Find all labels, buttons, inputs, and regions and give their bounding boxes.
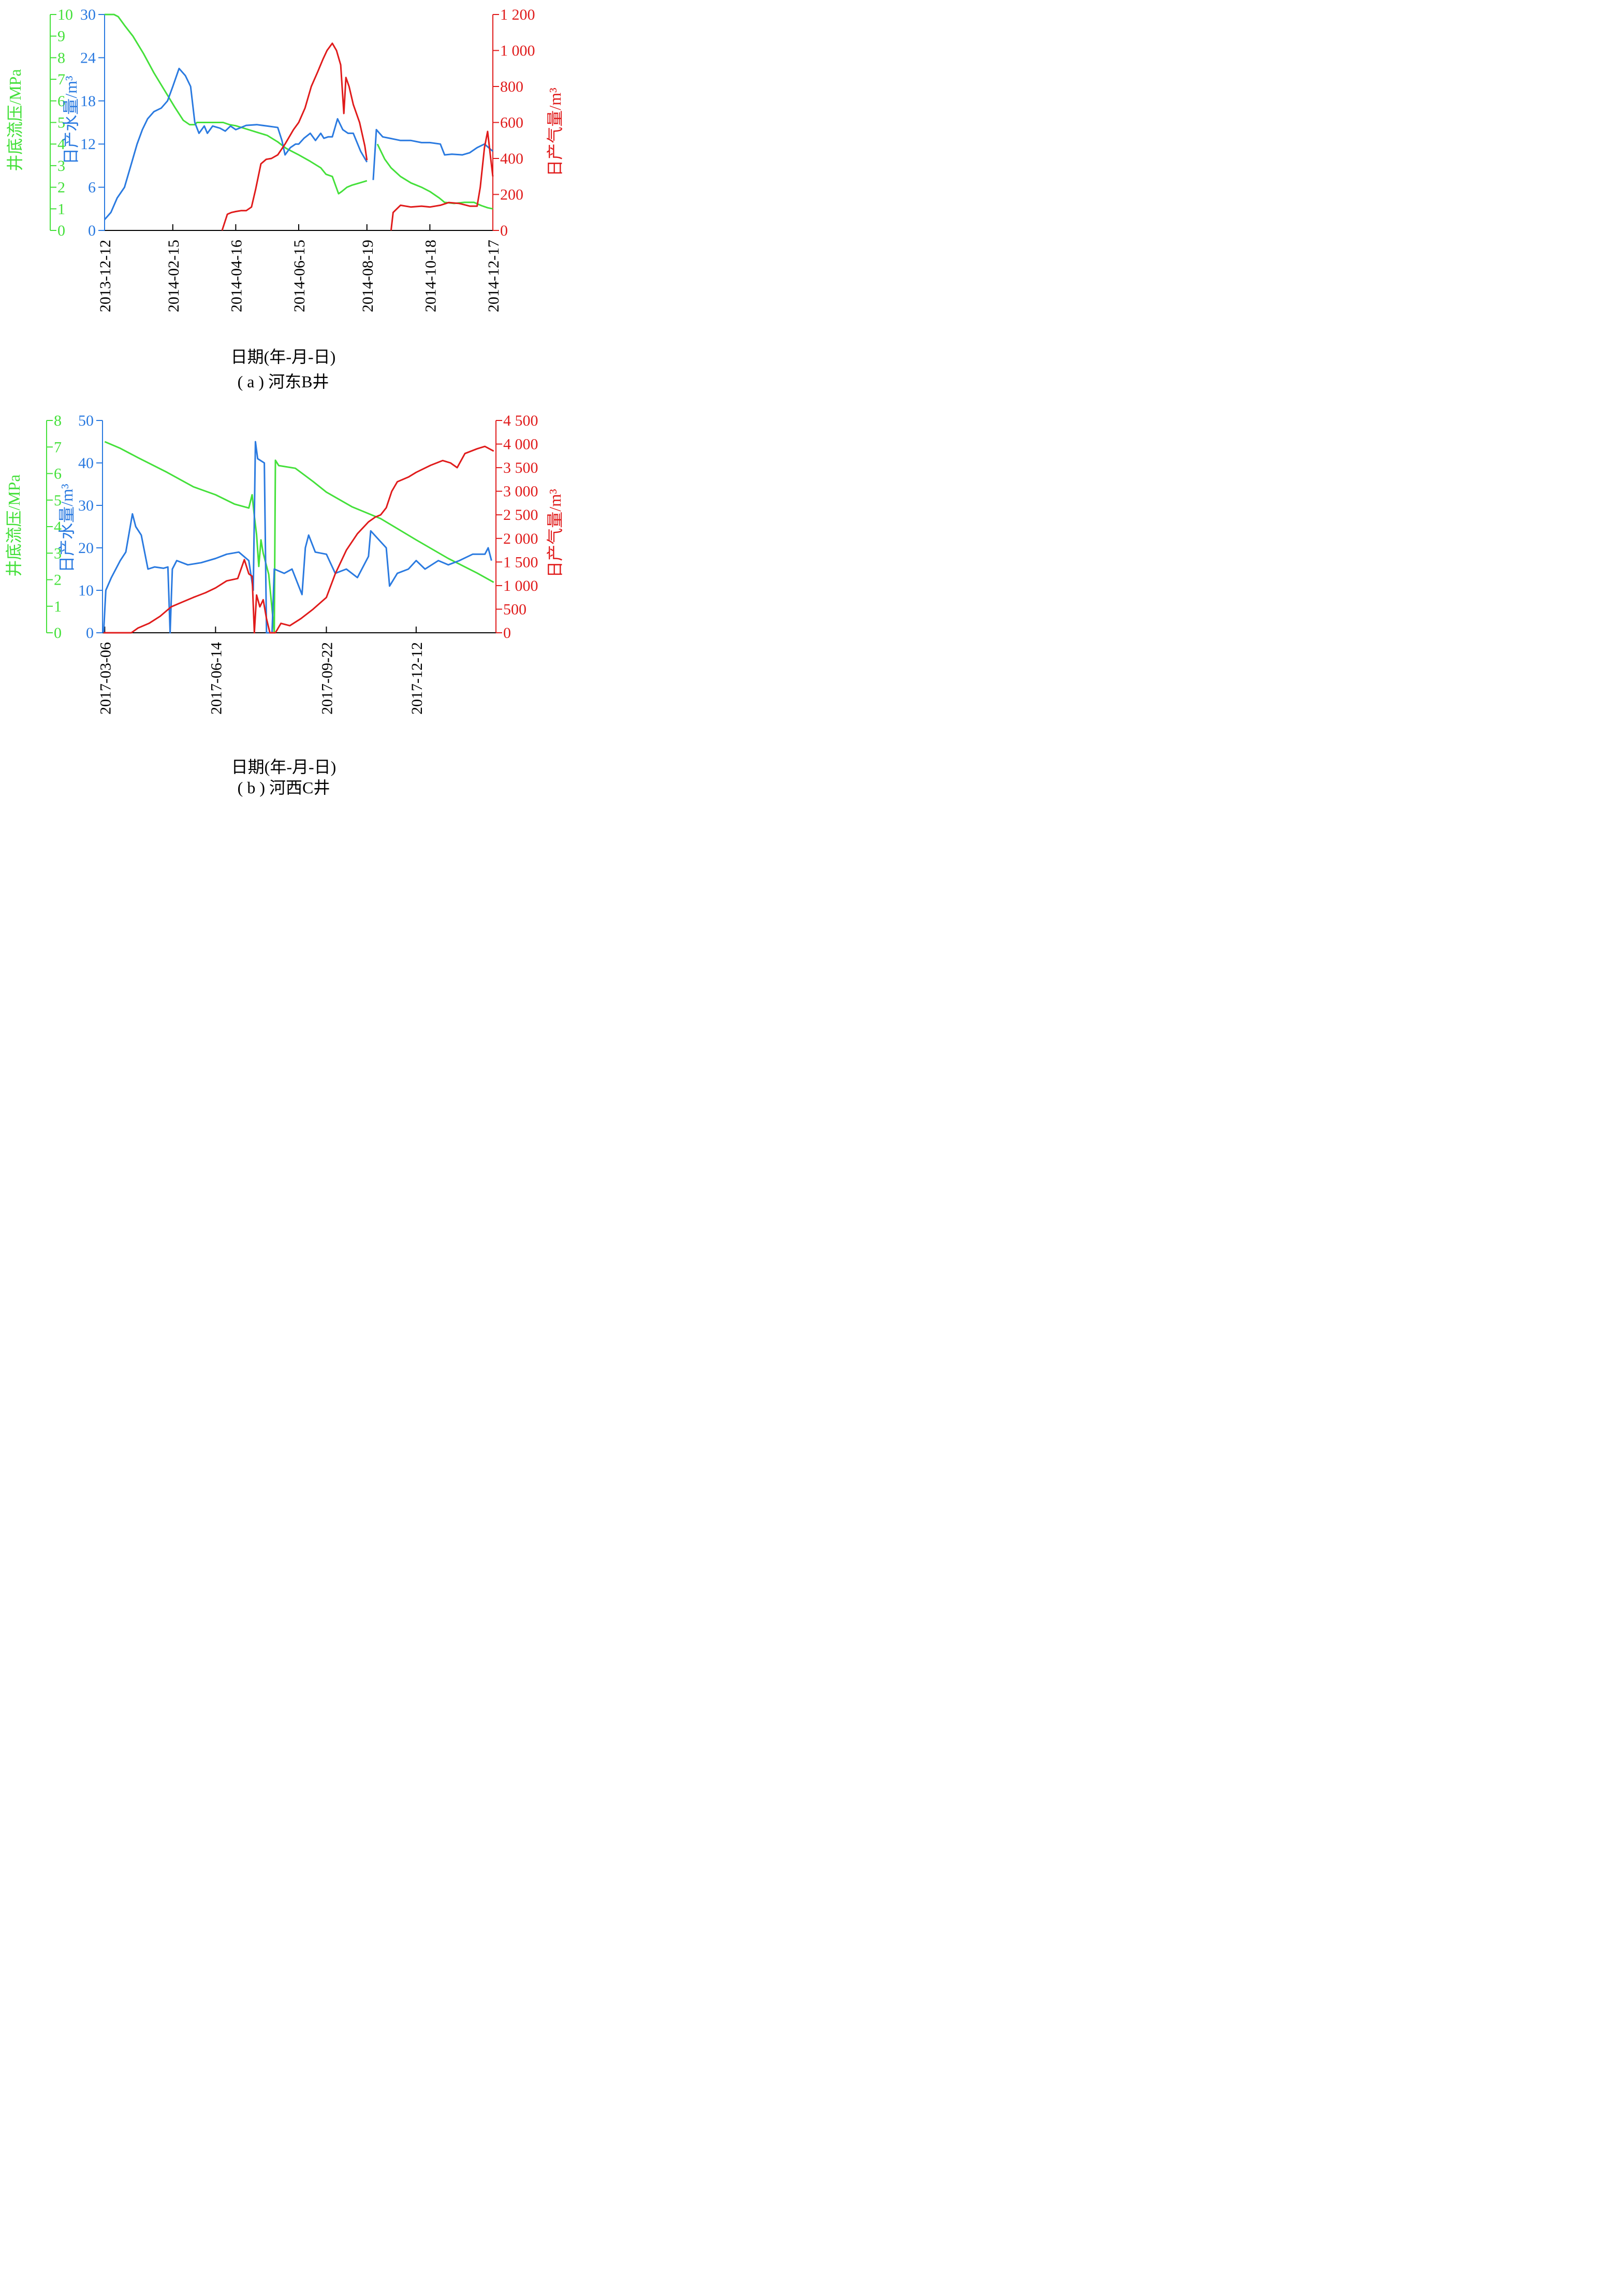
gas-axis-title: 日产气量/m³: [546, 88, 564, 176]
x-tick-label: 2013-12-12: [97, 240, 114, 312]
water-tick-label: 40: [78, 455, 94, 472]
gas-tick-label: 800: [500, 78, 523, 95]
chart-caption: ( b ) 河西C井: [238, 778, 330, 797]
water-series-line: [103, 441, 492, 634]
water-tick-label: 6: [88, 179, 96, 196]
pressure-tick-label: 5: [54, 492, 62, 509]
chart-b: 2017-03-06 2017-06-14 2017-09-22 2017-12-12…: [5, 412, 564, 797]
x-tick-label: 2014-06-15: [291, 240, 308, 312]
x-tick-label: 2017-12-12: [408, 642, 426, 715]
pressure-tick-label: 4: [54, 518, 62, 535]
water-tick-label: 0: [86, 624, 94, 642]
pressure-tick-label: 1: [57, 200, 65, 217]
x-axis-title: 日期(年-月-日): [231, 758, 336, 776]
gas-tick-label: 3 000: [503, 483, 538, 500]
pressure-tick-label: 0: [57, 222, 65, 239]
pressure-tick-label: 10: [57, 6, 73, 23]
x-tick-label: 2017-09-22: [318, 642, 335, 715]
water-tick-label: 0: [88, 222, 96, 239]
pressure-tick-label: 8: [57, 49, 65, 66]
x-tick-label: 2014-02-15: [165, 240, 182, 312]
gas-tick-label: 4 500: [503, 412, 538, 429]
water-tick-label: 50: [78, 412, 94, 429]
gas-tick-label: 4 000: [503, 436, 538, 453]
gas-tick-label: 1 200: [500, 6, 535, 23]
pressure-tick-label: 2: [54, 572, 62, 589]
pressure-tick-label: 9: [57, 28, 65, 45]
water-axis-title: 日产水量/m³: [62, 76, 80, 164]
x-tick-label: 2017-06-14: [208, 642, 225, 715]
gas-tick-label: 500: [503, 601, 526, 618]
water-tick-label: 30: [78, 497, 94, 514]
gas-tick-label: 0: [503, 624, 511, 642]
gas-tick-label: 3 500: [503, 459, 538, 476]
pressure-tick-label: 2: [57, 179, 65, 196]
pressure-tick-label: 3: [57, 157, 65, 175]
pressure-tick-label: 8: [54, 412, 62, 429]
gas-axis-title: 日产气量/m³: [546, 489, 564, 577]
pressure-tick-label: 7: [57, 71, 65, 88]
gas-series-line: [221, 42, 368, 231]
water-series-line: [372, 128, 493, 180]
x-tick-label: 2017-03-06: [97, 642, 114, 715]
water-tick-label: 24: [80, 49, 96, 66]
pressure-series-line: [104, 441, 494, 634]
pressure-tick-label: 0: [54, 624, 62, 642]
gas-tick-label: 400: [500, 150, 523, 167]
pressure-axis-title: 井底流压/MPa: [6, 69, 24, 171]
gas-tick-label: 600: [500, 114, 523, 132]
water-tick-label: 30: [80, 6, 96, 23]
pressure-tick-label: 6: [57, 93, 65, 110]
x-axis-title: 日期(年-月-日): [231, 347, 336, 366]
x-tick-label: 2014-10-18: [422, 240, 439, 312]
pressure-axis-title: 井底流压/MPa: [5, 474, 23, 576]
dual-chart-figure: 2013-12-12 2014-02-15 2014-04-16 2014-06-15…: [5, 6, 564, 797]
gas-tick-label: 2 500: [503, 506, 538, 524]
chart-caption: ( a ) 河东B井: [238, 372, 329, 391]
gas-series-line: [104, 445, 494, 634]
water-series-line: [104, 67, 368, 221]
chart-a: 2013-12-12 2014-02-15 2014-04-16 2014-06-15…: [6, 6, 564, 391]
gas-tick-label: 1 000: [503, 577, 538, 594]
water-tick-label: 20: [78, 540, 94, 557]
pressure-tick-label: 3: [54, 545, 62, 562]
x-tick-label: 2014-12-17: [485, 240, 502, 312]
pressure-tick-label: 1: [54, 598, 62, 615]
pressure-tick-label: 6: [54, 466, 62, 483]
gas-tick-label: 200: [500, 186, 523, 204]
gas-tick-label: 1 000: [500, 42, 535, 60]
gas-tick-label: 1 500: [503, 554, 538, 571]
gas-tick-label: 2 000: [503, 530, 538, 547]
pressure-tick-label: 7: [54, 439, 62, 456]
gas-tick-label: 0: [500, 222, 508, 239]
x-tick-label: 2014-08-19: [359, 240, 376, 312]
pressure-tick-label: 5: [57, 114, 65, 132]
water-tick-label: 12: [80, 136, 96, 153]
pressure-series-line: [376, 143, 493, 210]
water-tick-label: 18: [80, 93, 96, 110]
x-tick-label: 2014-04-16: [228, 240, 245, 312]
gas-series-line: [390, 130, 494, 231]
pressure-tick-label: 4: [57, 136, 65, 153]
water-axis-title: 日产水量/m³: [57, 484, 76, 572]
water-tick-label: 10: [78, 582, 94, 599]
pressure-series-line: [105, 13, 368, 195]
